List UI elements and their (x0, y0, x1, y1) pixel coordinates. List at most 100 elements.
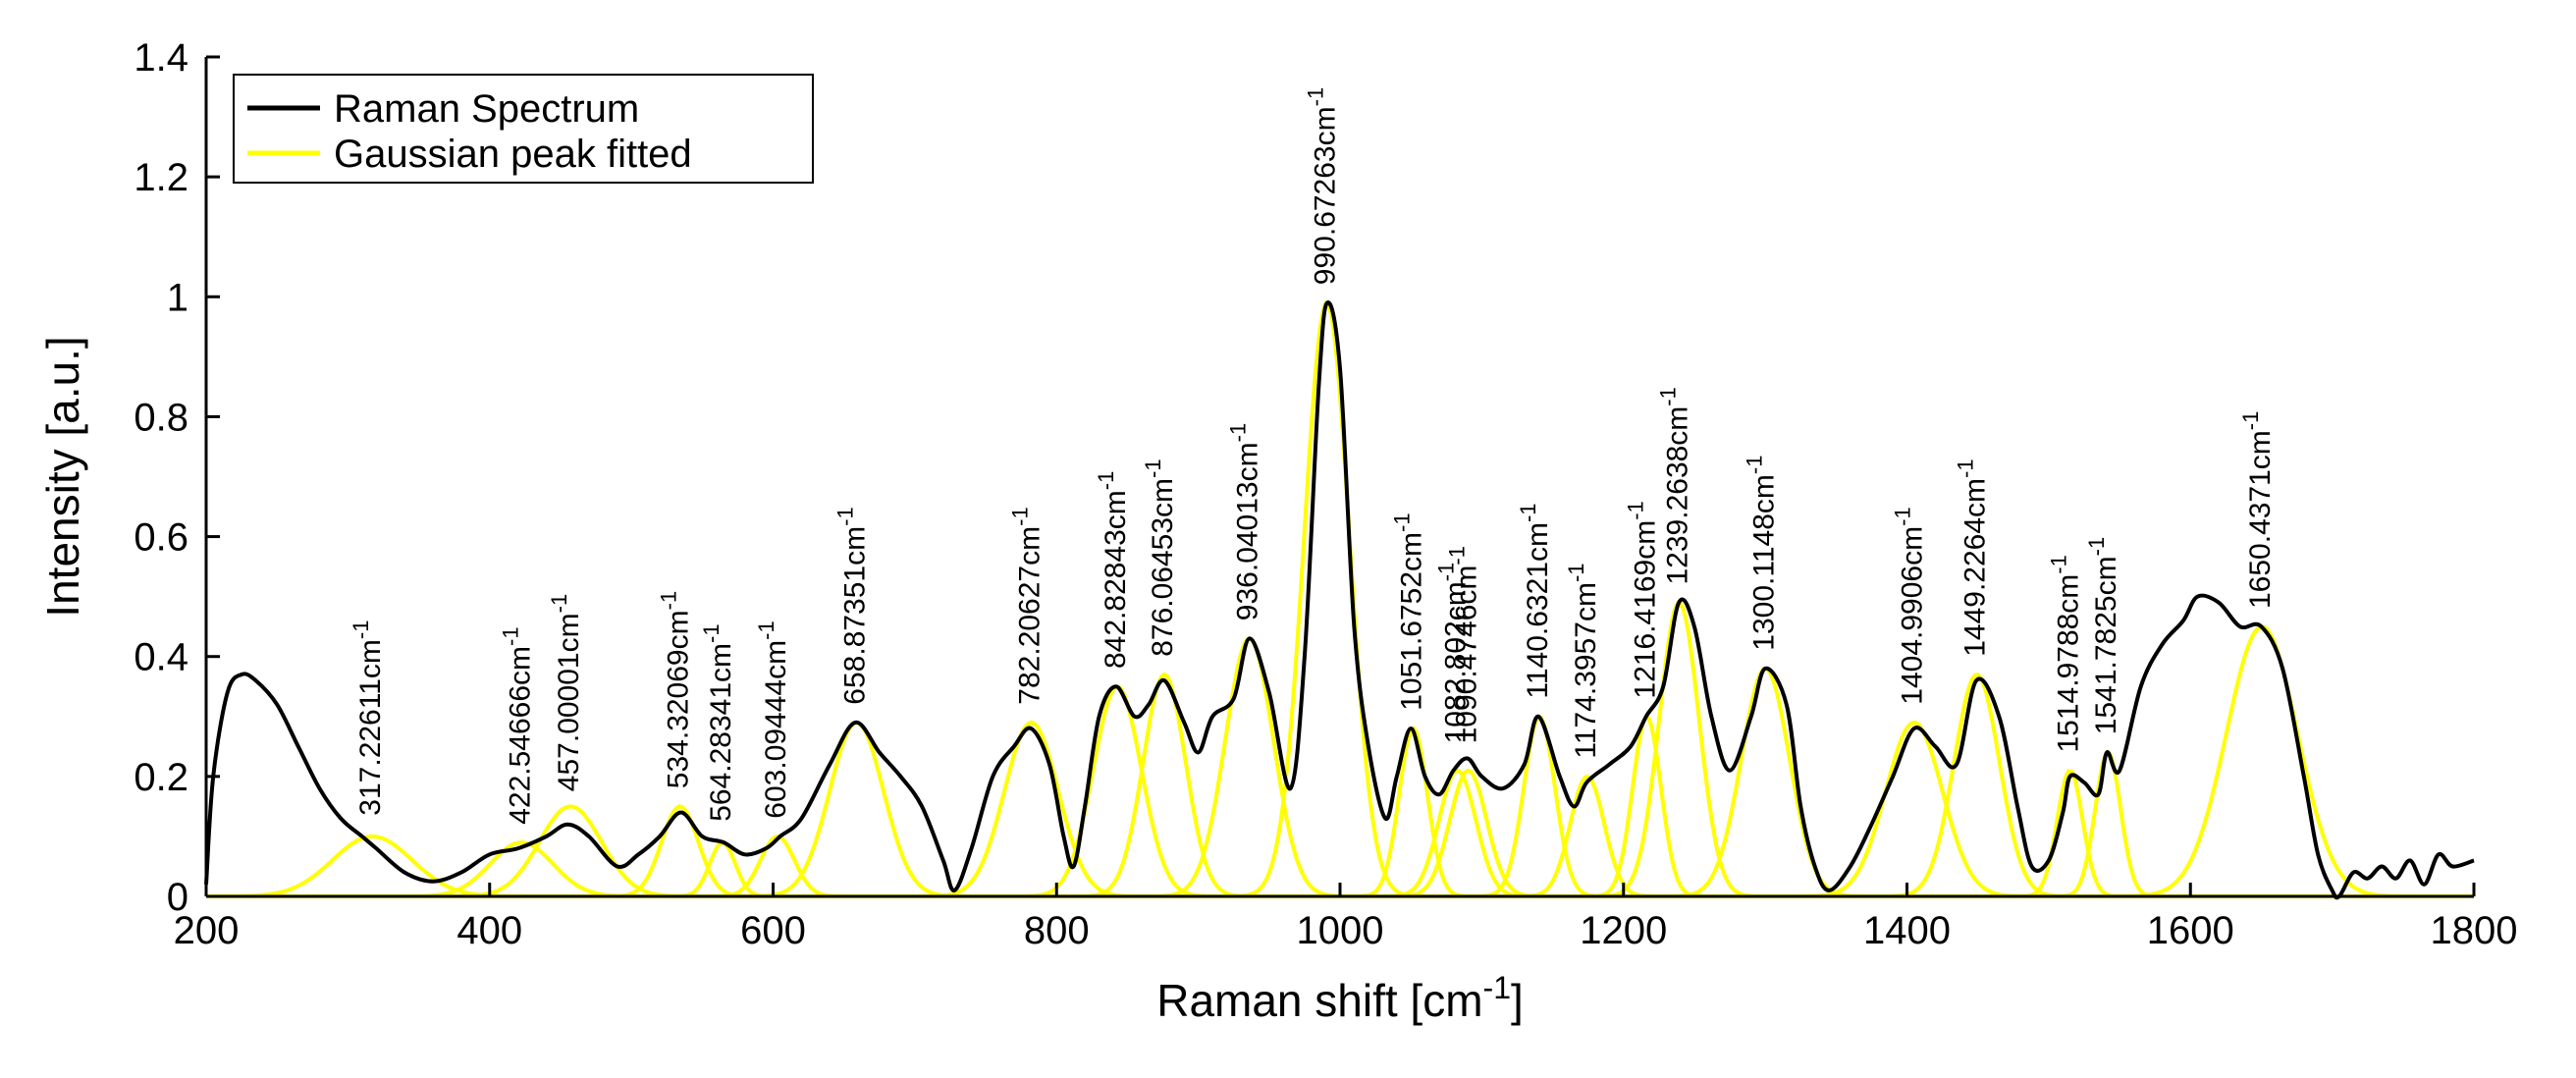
x-tick-label: 1800 (2431, 909, 2518, 952)
y-tick-label: 0.4 (134, 636, 188, 679)
y-tick-label: 1.4 (134, 36, 188, 80)
peak-label-superscript: -1 (2084, 537, 2109, 557)
peak-label-text: 457.00001cm (553, 613, 585, 791)
peak-label-14: 1090.4746cm-1 (1445, 546, 1483, 743)
peak-label-text: 534.32069cm (663, 610, 695, 788)
peak-label-13: 1082.802cm-1 (1434, 563, 1473, 744)
gaussian-peak-7 (206, 720, 2474, 898)
peak-label-3: 534.32069cm-1 (657, 591, 695, 788)
peak-label-text: 936.04013cm (1232, 442, 1264, 620)
peak-label-text: 1239.2638cm (1661, 406, 1693, 585)
axis-titles-group: Raman shift [cm-1] Intensity [a.u.] (37, 336, 1524, 1026)
peak-label-24: 1650.4371cm-1 (2238, 411, 2277, 609)
peak-label-16: 1174.3957cm-1 (1564, 563, 1602, 758)
peak-label-22: 1514.9788cm-1 (2047, 555, 2085, 752)
peak-label-0: 317.22611cm-1 (349, 620, 387, 816)
peak-label-text: 1541.7825cm (2090, 556, 2122, 734)
peak-label-superscript: -1 (1094, 471, 1118, 491)
peak-label-superscript: -1 (1891, 507, 1915, 526)
peak-label-superscript: -1 (1390, 512, 1415, 532)
peak-label-superscript: -1 (833, 507, 858, 526)
peak-label-7: 782.20627cm-1 (1008, 507, 1046, 704)
peak-label-superscript: -1 (2047, 555, 2071, 574)
raman-spectrum-group (204, 300, 2475, 900)
x-tick-label: 200 (174, 909, 240, 952)
peak-label-text: 658.87351cm (839, 526, 872, 705)
peak-label-4: 564.28341cm-1 (699, 623, 737, 821)
peak-label-text: 1216.4169cm (1630, 520, 1662, 699)
peak-label-superscript: -1 (1008, 507, 1033, 526)
peak-label-text: 1051.6752cm (1396, 532, 1428, 711)
gaussian-peak-20 (206, 721, 2474, 898)
peak-label-superscript: -1 (1624, 501, 1648, 520)
peak-label-text: 564.28341cm (705, 643, 737, 822)
peak-label-text: 1514.9788cm (2053, 574, 2085, 753)
peak-label-21: 1449.2264cm-1 (1954, 458, 1992, 656)
peak-label-text: 603.09444cm (760, 640, 792, 819)
y-tick-label: 0.2 (134, 756, 188, 799)
peak-label-superscript: -1 (1655, 387, 1680, 406)
peak-label-superscript: -1 (1304, 87, 1328, 107)
peak-label-2: 457.00001cm-1 (547, 594, 585, 791)
peak-label-superscript: -1 (547, 594, 571, 614)
peak-label-text: 1174.3957cm (1570, 582, 1602, 759)
x-tick-label: 1200 (1580, 909, 1667, 952)
peak-label-superscript: -1 (1434, 563, 1459, 582)
x-tick-label: 1000 (1297, 909, 1384, 952)
peak-label-10: 936.04013cm-1 (1226, 423, 1264, 620)
gaussian-peak-18 (206, 600, 2474, 898)
x-axis-title-sup: -1 (1483, 970, 1511, 1005)
legend-box (233, 74, 814, 184)
peak-label-11: 990.67263cm-1 (1304, 87, 1342, 285)
peak-label-18: 1239.2638cm-1 (1655, 387, 1693, 584)
peak-label-text: 1082.802cm (1440, 581, 1473, 743)
peak-label-6: 658.87351cm-1 (833, 507, 872, 704)
peak-label-20: 1404.9906cm-1 (1891, 507, 1929, 704)
peak-label-text: 1449.2264cm (1959, 478, 1992, 657)
legend-label-1: Gaussian peak fitted (334, 133, 692, 176)
gaussian-peak-23 (206, 749, 2474, 898)
peak-label-text: 990.67263cm (1310, 106, 1342, 285)
x-tick-label: 1400 (1863, 909, 1951, 952)
peak-label-12: 1051.6752cm-1 (1390, 512, 1428, 710)
peak-label-superscript: -1 (1445, 546, 1470, 566)
peak-label-19: 1300.1148cm-1 (1742, 456, 1780, 651)
peak-label-superscript: -1 (1954, 458, 1978, 478)
x-axis-title: Raman shift [cm-1] (1156, 970, 1524, 1026)
peak-label-superscript: -1 (1226, 423, 1251, 443)
y-axis-title: Intensity [a.u.] (37, 336, 88, 617)
peak-label-1: 422.54666cm-1 (498, 626, 536, 824)
peak-label-9: 876.06453cm-1 (1141, 458, 1179, 656)
y-tick-label: 0.6 (134, 516, 188, 560)
peak-label-5: 603.09444cm-1 (754, 620, 792, 818)
peak-label-text: 782.20627cm (1014, 526, 1046, 705)
peak-label-superscript: -1 (1516, 503, 1540, 522)
gaussian-peak-19 (206, 666, 2474, 898)
y-tick-label: 0 (167, 876, 188, 919)
x-tick-label: 1600 (2147, 909, 2234, 952)
x-axis-title-main: Raman shift [cm (1156, 975, 1482, 1026)
peak-label-superscript: -1 (699, 623, 724, 643)
x-tick-label: 600 (740, 909, 806, 952)
peak-label-text: 1300.1148cm (1747, 474, 1780, 651)
peak-label-superscript: -1 (1564, 563, 1588, 582)
peak-label-text: 422.54666cm (504, 646, 536, 825)
peak-label-text: 876.06453cm (1147, 478, 1179, 657)
x-tick-label: 800 (1024, 909, 1090, 952)
peak-label-8: 842.82843cm-1 (1094, 471, 1132, 669)
peak-label-text: 317.22611cm (354, 639, 387, 816)
peak-label-superscript: -1 (2238, 411, 2263, 431)
peak-label-text: 1650.4371cm (2244, 430, 2277, 609)
peak-label-15: 1140.6321cm-1 (1516, 503, 1554, 698)
peak-label-superscript: -1 (1742, 456, 1766, 475)
gaussian-peak-6 (206, 721, 2474, 898)
raman-spectrum-line (204, 300, 2475, 900)
legend-label-0: Raman Spectrum (334, 87, 639, 131)
y-tick-label: 1.2 (134, 156, 188, 199)
peak-label-superscript: -1 (498, 626, 522, 646)
y-tick-label: 1 (167, 276, 188, 319)
